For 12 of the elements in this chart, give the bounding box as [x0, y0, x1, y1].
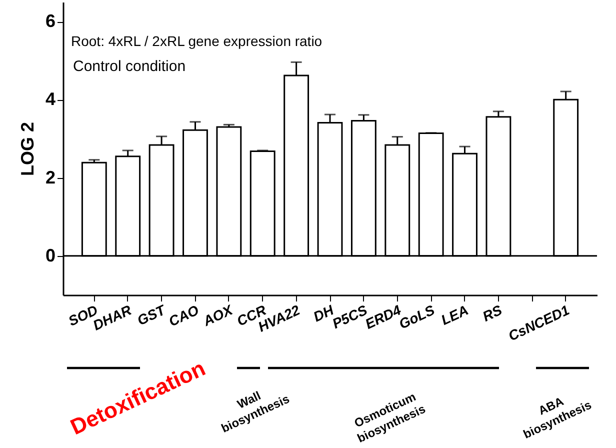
- x-tick-label: AOX: [200, 300, 236, 330]
- x-tick-label: RS: [480, 301, 505, 324]
- x-tick-label: GST: [134, 301, 169, 328]
- y-tick-label: 6: [45, 11, 56, 32]
- annotation: Control condition: [73, 58, 186, 75]
- y-tick-label: 2: [45, 167, 56, 188]
- y-axis-title: LOG 2: [17, 122, 38, 176]
- y-tick-label: 4: [45, 89, 56, 110]
- annotation: Root: 4xRL / 2xRL gene expression ratio: [71, 33, 322, 49]
- x-tick-label: LEA: [438, 302, 471, 328]
- y-tick-label: 0: [45, 245, 56, 266]
- x-tick-label: CAO: [166, 302, 202, 330]
